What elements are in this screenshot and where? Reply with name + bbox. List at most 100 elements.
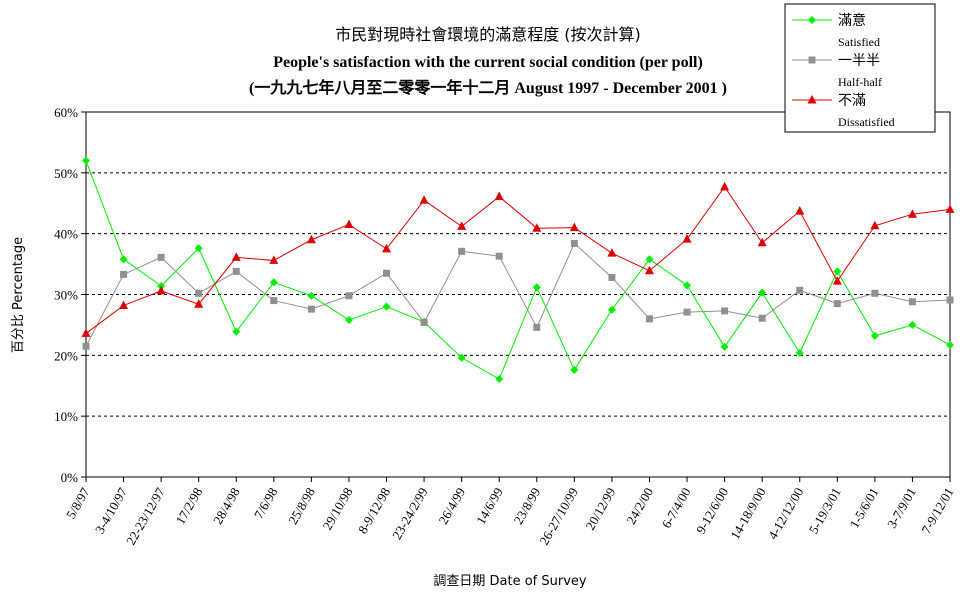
x-tick-label: 26-27/10/99 bbox=[536, 485, 581, 548]
x-tick-label: 22-23/12/97 bbox=[123, 485, 168, 548]
y-tick-label: 10% bbox=[54, 409, 78, 424]
legend-marker bbox=[808, 56, 816, 64]
data-point-half-half bbox=[570, 239, 578, 247]
series-line-dissatisfied bbox=[85, 185, 951, 334]
x-tick-label: 28/4/98 bbox=[210, 485, 243, 527]
x-tick-label: 1-5/6/01 bbox=[846, 485, 881, 531]
data-point-satisfied bbox=[683, 281, 692, 290]
x-tick-label: 5/8/97 bbox=[63, 485, 93, 522]
data-point-satisfied bbox=[720, 342, 729, 351]
legend: 滿意 Satisfied 一半半 Half-half 不滿 Dissatisfied bbox=[784, 3, 936, 133]
data-point-half-half bbox=[946, 296, 954, 304]
data-point-dissatisfied bbox=[419, 195, 429, 204]
y-tick-label: 20% bbox=[54, 348, 78, 363]
x-tick-label: 14/6/99 bbox=[473, 485, 506, 527]
data-point-half-half bbox=[307, 305, 315, 313]
chart-title-date-range: (一九九七年八月至二零零一年十二月 August 1997 - December… bbox=[249, 78, 727, 97]
data-point-dissatisfied bbox=[569, 222, 579, 232]
data-point-dissatisfied bbox=[607, 248, 617, 257]
data-point-half-half bbox=[458, 247, 466, 255]
data-point-satisfied bbox=[645, 255, 654, 264]
data-point-half-half bbox=[721, 307, 729, 315]
legend-label-en: Satisfied bbox=[838, 35, 880, 49]
data-point-dissatisfied bbox=[81, 328, 91, 337]
data-point-dissatisfied bbox=[119, 300, 129, 309]
data-point-dissatisfied bbox=[945, 204, 955, 213]
x-tick-label: 3-4/10/97 bbox=[92, 485, 131, 537]
data-point-dissatisfied bbox=[720, 181, 730, 191]
x-tick-label: 6-7/4/00 bbox=[659, 485, 694, 531]
y-tick-label: 40% bbox=[54, 227, 78, 242]
data-point-satisfied bbox=[232, 327, 241, 336]
data-point-satisfied bbox=[532, 283, 541, 292]
x-tick-label: 7/6/98 bbox=[251, 485, 281, 521]
data-point-satisfied bbox=[382, 302, 391, 311]
x-tick-label: 23-24/2/99 bbox=[389, 485, 431, 542]
data-point-satisfied bbox=[946, 340, 954, 349]
data-point-dissatisfied bbox=[306, 234, 316, 244]
y-axis-label: 百分比 Percentage bbox=[11, 237, 26, 353]
x-tick-label: 14-18/9/00 bbox=[727, 485, 769, 542]
x-tick-label: 4-12/12/00 bbox=[765, 485, 807, 542]
data-point-satisfied bbox=[607, 305, 616, 314]
data-point-dissatisfied bbox=[494, 191, 504, 201]
x-tick-label: 29/10/98 bbox=[319, 485, 355, 533]
data-point-dissatisfied bbox=[269, 255, 279, 264]
series-dissatisfied bbox=[81, 181, 955, 337]
series-half-half bbox=[82, 239, 954, 350]
data-point-dissatisfied bbox=[382, 243, 392, 253]
data-point-dissatisfied bbox=[795, 206, 805, 215]
legend-box bbox=[784, 3, 936, 133]
legend-label-en: Half-half bbox=[838, 75, 882, 89]
data-point-dissatisfied bbox=[457, 221, 467, 230]
data-point-dissatisfied bbox=[907, 209, 917, 218]
data-point-half-half bbox=[420, 318, 428, 326]
data-point-satisfied bbox=[82, 156, 90, 165]
data-point-half-half bbox=[232, 267, 240, 275]
data-point-half-half bbox=[495, 252, 503, 260]
data-point-satisfied bbox=[570, 365, 579, 374]
series-layer bbox=[81, 156, 955, 384]
data-point-half-half bbox=[908, 298, 916, 306]
x-tick-label: 23/8/99 bbox=[511, 485, 544, 527]
data-point-dissatisfied bbox=[644, 265, 654, 275]
data-point-half-half bbox=[833, 300, 841, 308]
legend-label-en: Dissatisfied bbox=[838, 115, 895, 129]
x-tick-label: 9-12/6/00 bbox=[693, 485, 731, 536]
data-point-satisfied bbox=[119, 255, 128, 264]
x-tick-label: 26/4/99 bbox=[435, 485, 468, 527]
x-tick-label: 8-9/12/98 bbox=[355, 485, 393, 536]
legend-label-zh: 滿意 bbox=[838, 12, 866, 29]
data-point-half-half bbox=[157, 253, 165, 261]
x-tick-label: 20/12/99 bbox=[582, 485, 618, 533]
legend-label-zh: 一半半 bbox=[838, 53, 880, 69]
data-point-half-half bbox=[683, 308, 691, 316]
x-tick-label: 24/2/00 bbox=[623, 485, 656, 527]
data-point-dissatisfied bbox=[532, 223, 542, 232]
data-point-satisfied bbox=[269, 278, 278, 287]
legend-marker bbox=[807, 95, 817, 104]
data-point-half-half bbox=[608, 273, 616, 281]
data-point-dissatisfied bbox=[194, 299, 204, 308]
y-tick-label: 50% bbox=[54, 166, 78, 181]
data-point-satisfied bbox=[833, 267, 842, 276]
legend-marker bbox=[808, 16, 816, 24]
data-point-dissatisfied bbox=[231, 252, 241, 261]
legend-items: 滿意 Satisfied 一半半 Half-half 不滿 Dissatisfied bbox=[792, 12, 895, 129]
data-point-half-half bbox=[120, 270, 128, 278]
x-tick-label: 5-19/3/01 bbox=[806, 485, 844, 536]
data-point-dissatisfied bbox=[344, 219, 354, 229]
data-point-half-half bbox=[383, 269, 391, 277]
data-point-half-half bbox=[345, 292, 353, 300]
series-line-satisfied bbox=[85, 160, 951, 380]
data-point-half-half bbox=[645, 315, 653, 323]
data-point-half-half bbox=[82, 342, 90, 350]
x-axis-label: 調查日期 Date of Survey bbox=[433, 574, 587, 589]
x-tick-label: 3-7/9/01 bbox=[884, 485, 919, 531]
x-tick-label: 17/2/98 bbox=[172, 485, 205, 527]
series-line-half-half bbox=[85, 242, 951, 347]
data-point-satisfied bbox=[457, 353, 466, 362]
data-point-satisfied bbox=[194, 244, 203, 253]
